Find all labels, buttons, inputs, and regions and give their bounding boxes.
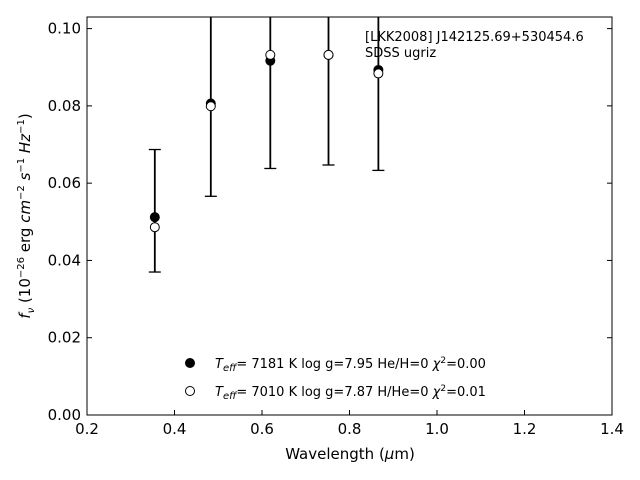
- y-tick-label: 0.08: [48, 97, 81, 115]
- x-tick-label: 1.2: [513, 420, 537, 438]
- y-tick-label: 0.02: [48, 329, 81, 347]
- x-tick-label: 0.2: [75, 420, 99, 438]
- data-points: [149, 49, 384, 233]
- legend: Teff= 7181 K log g=7.95 He/H=0 χ2=0.00 T…: [185, 356, 486, 402]
- y-tick-label: 0.04: [48, 251, 81, 269]
- point-open: [373, 68, 384, 79]
- point-open: [149, 222, 160, 233]
- errorbars: [148, 17, 385, 273]
- y-tick-label: 0.10: [48, 20, 81, 38]
- point-open: [205, 101, 216, 112]
- y-tick-label: 0.00: [48, 406, 81, 424]
- legend-marker-filled: [185, 358, 195, 368]
- legend-label-series-1: Teff= 7181 K log g=7.95 He/H=0 χ2=0.00: [215, 356, 486, 374]
- legend-label-series-2: Teff= 7010 K log g=7.87 H/He=0 χ2=0.01: [215, 384, 486, 402]
- annotation-filter-set: SDSS ugriz: [365, 46, 436, 61]
- y-axis-label: fν (10−26 erg cm−2 s−1 Hz−1): [16, 113, 37, 318]
- x-tick-label: 1.0: [425, 420, 449, 438]
- plot-frame: [86, 16, 613, 416]
- x-ticks: 0.2 0.4 0.6 0.8 1.0 1.2 1.4: [75, 410, 624, 438]
- x-axis-label: Wavelength (μm): [285, 445, 415, 463]
- point-open: [323, 49, 334, 60]
- x-tick-label: 1.4: [600, 420, 624, 438]
- legend-marker-open: [185, 386, 195, 396]
- annotation-object-name: [LKK2008] J142125.69+530454.6: [365, 30, 584, 45]
- point-filled: [149, 212, 160, 223]
- y-ticks: 0.00 0.02 0.04 0.06 0.08 0.10: [48, 20, 612, 424]
- x-tick-label: 0.6: [250, 420, 274, 438]
- x-tick-label: 0.8: [338, 420, 362, 438]
- point-open: [265, 49, 276, 60]
- x-tick-label: 0.4: [163, 420, 187, 438]
- y-tick-label: 0.06: [48, 174, 81, 192]
